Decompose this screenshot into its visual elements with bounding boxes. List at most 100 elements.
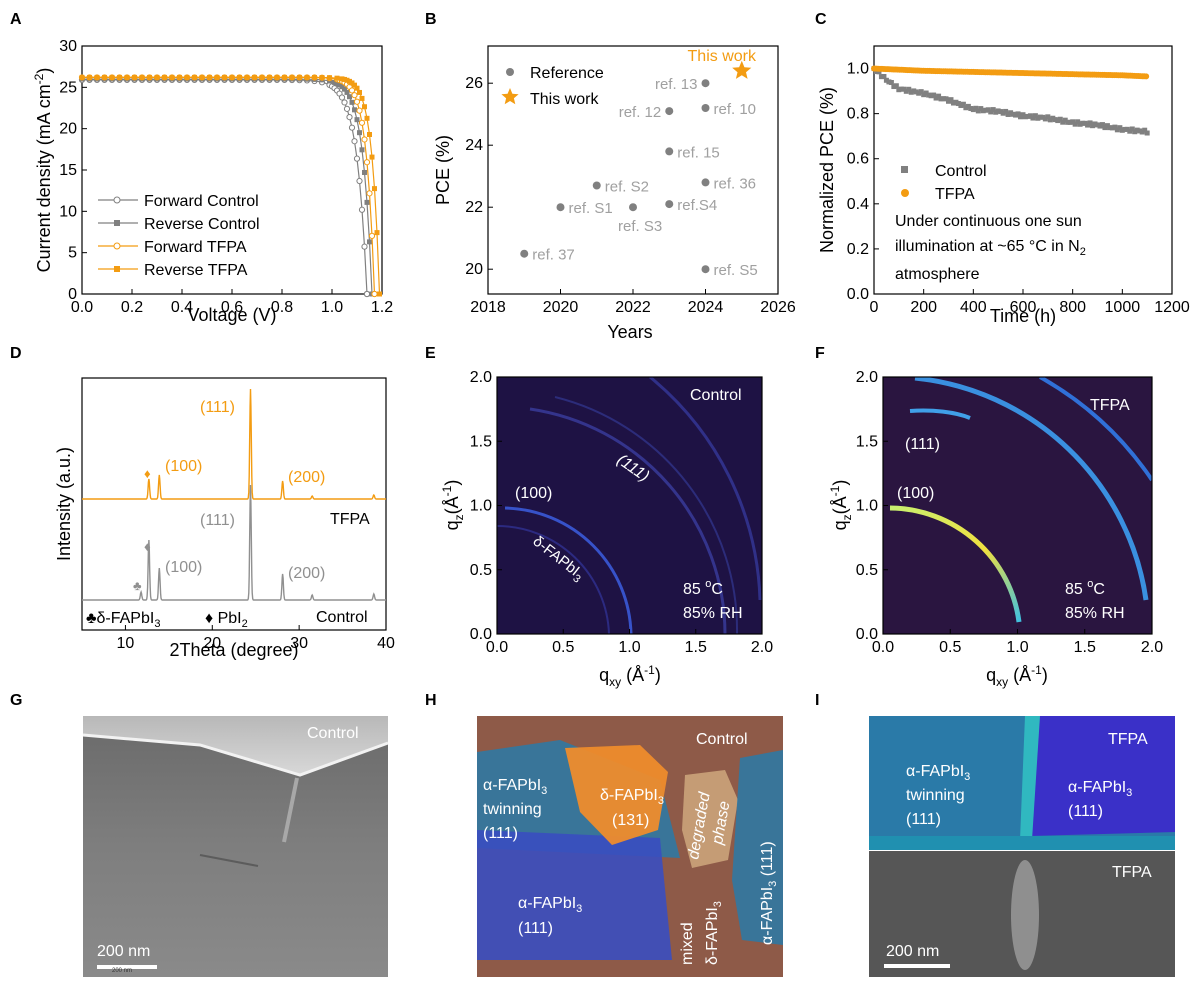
tem-i-label-bottom: TFPA <box>1112 864 1152 881</box>
tem-i-bottom-strip <box>869 836 1175 850</box>
control-point <box>1045 114 1051 120</box>
jv-marker <box>344 89 350 95</box>
jv-marker <box>352 82 357 88</box>
tem-g-control: Control 200 nm 200 nm <box>82 716 389 977</box>
jv-marker <box>371 290 378 298</box>
ring-outer <box>649 377 762 601</box>
jv-marker <box>353 98 361 105</box>
giwaxs-f-ring-111-label: (111) <box>905 436 940 453</box>
legend-control-label: Control <box>935 163 987 180</box>
tem-h-alpha-line1: α-FAPbI3 <box>518 895 582 915</box>
jv-marker <box>354 117 360 123</box>
x-tick-label: 0.6 <box>221 299 243 316</box>
ring-100 <box>889 505 1022 623</box>
panel-label-d: D <box>10 345 22 362</box>
x-tick-label: 1.0 <box>618 639 640 656</box>
reference-point <box>665 200 674 209</box>
chart-b-points: ref. 37 ref. S1 ref. S2 ref. S3 ref.S4 ref. 1… <box>520 48 758 279</box>
tem-h-delta-line1: δ-FAPbI3 <box>600 787 664 807</box>
reference-point <box>520 249 529 258</box>
tem-h-twin-line3: (111) <box>483 825 518 842</box>
jv-marker <box>363 290 371 298</box>
chart-c-note-line1: Under continuous one sun <box>895 213 1082 230</box>
jv-marker <box>282 74 287 80</box>
tem-g-label: Control <box>307 725 359 742</box>
tem-h-twin-line2: twinning <box>483 801 542 818</box>
giwaxs-f-rings <box>889 377 1152 623</box>
tem-h-mixed-line2: δ-FAPbI3 <box>704 901 724 965</box>
control-point <box>931 92 937 98</box>
control-point <box>1112 124 1118 130</box>
tem-h-delta-region <box>565 745 668 845</box>
control-peak-200-label: (200) <box>288 565 325 582</box>
jv-marker <box>252 74 257 80</box>
jv-marker <box>361 136 368 143</box>
y-tick-label: 25 <box>59 79 77 96</box>
ring-111 <box>529 407 727 634</box>
tfpa-peak-100-label: (100) <box>165 458 202 475</box>
x-tick-label: 1.2 <box>371 299 393 316</box>
control-peak-111-label: (111) <box>200 512 235 529</box>
ring-111 <box>914 377 1149 601</box>
tfpa-peak-111-label: (111) <box>200 399 235 416</box>
giwaxs-e-ticks: 0.0 0.5 1.0 1.5 2.0 0.0 0.5 1.0 1.5 2.0 <box>470 369 773 656</box>
x-tick-label: 0.8 <box>271 299 293 316</box>
panel-label-a: A <box>10 11 22 28</box>
x-tick-label: 1000 <box>1105 299 1141 316</box>
control-point <box>1003 108 1009 114</box>
jv-marker <box>351 92 358 99</box>
jv-marker <box>364 199 370 205</box>
control-point <box>936 93 942 99</box>
legend-tfpa-marker <box>901 189 909 197</box>
tem-i-twin-line2: twinning <box>906 787 965 804</box>
reference-point <box>701 178 710 187</box>
giwaxs-e-rh: 85% RH <box>683 605 743 622</box>
jv-marker <box>361 243 368 250</box>
jv-marker <box>274 74 280 80</box>
jv-marker <box>139 74 145 80</box>
control-delta-club-icon: ♣ <box>133 578 142 593</box>
control-peak-100-label: (100) <box>165 559 202 576</box>
chart-d-xrd: 10 20 30 40 (111) (100) (200) ♦ TFPA (111) … <box>54 377 395 660</box>
ring-delta <box>497 525 610 634</box>
jv-marker <box>359 95 365 101</box>
giwaxs-f-ylabel: qz(Å-1) <box>828 480 854 531</box>
giwaxs-f-rh: 85% RH <box>1065 605 1125 622</box>
jv-marker <box>359 147 365 153</box>
chart-c-frame <box>873 45 1173 295</box>
tem-g-surface <box>83 716 388 775</box>
control-point <box>1099 122 1105 128</box>
jv-marker <box>102 74 107 80</box>
jv-marker <box>354 85 360 91</box>
jv-marker <box>352 107 357 113</box>
control-point <box>888 79 894 85</box>
x-tick-label: 0.0 <box>486 639 508 656</box>
reference-label: ref. 36 <box>714 175 757 192</box>
jv-marker <box>132 74 137 80</box>
legend-reference-label: Reference <box>530 65 604 82</box>
x-tick-label: 1.5 <box>685 639 707 656</box>
legend-marker <box>114 220 120 226</box>
jv-marker <box>334 75 340 81</box>
tfpa-series-label: TFPA <box>330 511 370 528</box>
jv-marker <box>214 74 220 80</box>
jv-marker <box>222 74 227 80</box>
x-tick-label: 30 <box>290 635 308 652</box>
control-point <box>1015 111 1021 117</box>
tem-g-defect <box>282 777 299 843</box>
x-tick-label: 0.0 <box>71 299 93 316</box>
y-tick-label: 0.5 <box>470 562 492 579</box>
reference-point <box>701 265 710 274</box>
chart-c-legend: Control TFPA <box>901 163 987 203</box>
tem-h-label: Control <box>696 731 748 748</box>
panel-label-f: F <box>815 345 825 362</box>
chart-c-xlabel: Time (h) <box>990 306 1056 326</box>
reference-label: ref. S1 <box>569 200 613 217</box>
reference-point <box>701 79 710 88</box>
y-tick-label: 1.0 <box>856 498 878 515</box>
jv-marker <box>259 74 265 80</box>
x-tick-label: 2.0 <box>1141 639 1163 656</box>
x-tick-label: 800 <box>1059 299 1086 316</box>
control-point <box>918 89 924 95</box>
y-tick-label: 24 <box>465 137 483 154</box>
